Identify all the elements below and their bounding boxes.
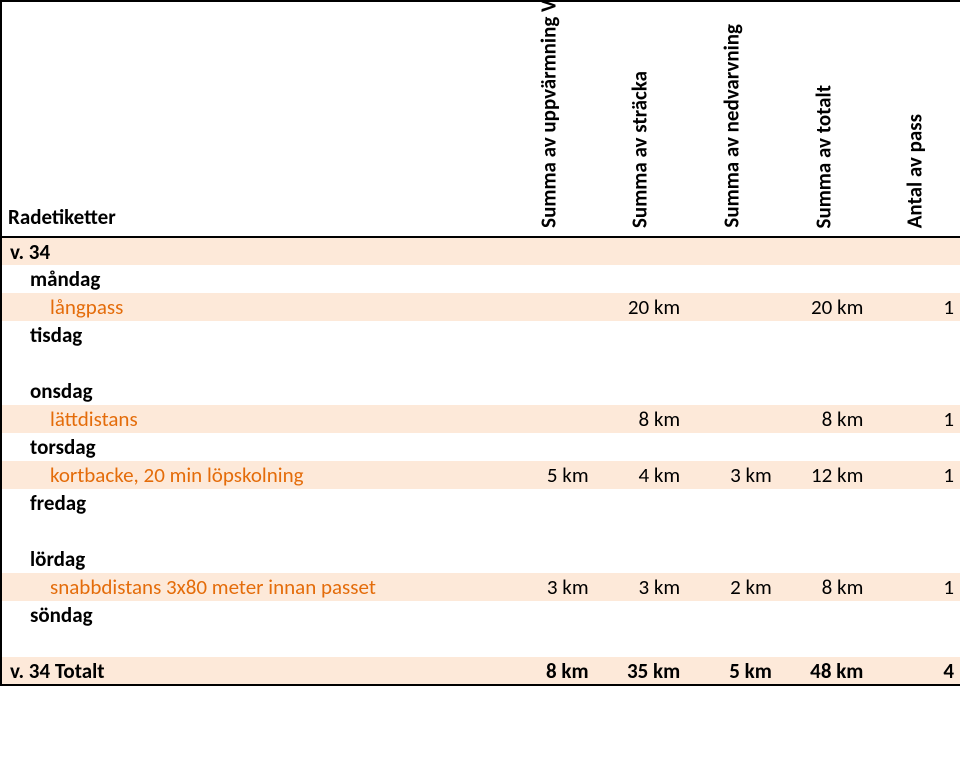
header-col-4: Summa av totalt xyxy=(778,1,870,237)
header-col-3: Summa av nedvarvning xyxy=(686,1,778,237)
cell-mon-item-c4: 20 km xyxy=(778,293,870,321)
cell-thu-item-c2: 4 km xyxy=(595,461,687,489)
cell-wed-item-c1 xyxy=(503,405,595,433)
row-wed-item: lättdistans 8 km 8 km 1 xyxy=(1,405,960,433)
cell-total-c5: 4 xyxy=(869,657,960,685)
row-wed: onsdag xyxy=(1,377,960,405)
header-rowlabel: Radetiketter xyxy=(8,204,116,230)
row-tue: tisdag xyxy=(1,321,960,349)
row-sat-item: snabbdistans 3x80 meter innan passet 3 k… xyxy=(1,573,960,601)
cell-wed-label: onsdag xyxy=(1,377,503,405)
cell-total-c4: 48 km xyxy=(778,657,870,685)
cell-mon-item-c5: 1 xyxy=(869,293,960,321)
header-col-3-label: Summa av nedvarvning xyxy=(721,24,742,228)
cell-wed-item-c2: 8 km xyxy=(595,405,687,433)
cell-mon-item-c3 xyxy=(686,293,778,321)
cell-sat-item-label: snabbdistans 3x80 meter innan passet xyxy=(1,573,503,601)
cell-thu-item-c4: 12 km xyxy=(778,461,870,489)
row-mon: måndag xyxy=(1,265,960,293)
cell-sat-item-c2: 3 km xyxy=(595,573,687,601)
header-col-1-label: Summa av uppvärmning Värden xyxy=(538,0,559,228)
header-col-2: Summa av sträcka xyxy=(595,1,687,237)
header-col-5-label: Antal av pass xyxy=(904,114,925,228)
cell-sun-label: söndag xyxy=(1,601,503,629)
cell-sat-item-c5: 1 xyxy=(869,573,960,601)
row-thu-item: kortbacke, 20 min löpskolning 5 km 4 km … xyxy=(1,461,960,489)
header-col-2-label: Summa av sträcka xyxy=(630,71,651,228)
pivot-table-page: Radetiketter Summa av uppvärmning Värden… xyxy=(0,0,960,759)
cell-thu-item-c3: 3 km xyxy=(686,461,778,489)
cell-sat-item-c3: 2 km xyxy=(686,573,778,601)
cell-sat-label: lördag xyxy=(1,545,503,573)
row-fri: fredag xyxy=(1,489,960,517)
cell-thu-item-c1: 5 km xyxy=(503,461,595,489)
row-sat: lördag xyxy=(1,545,960,573)
header-rowlabel-cell: Radetiketter xyxy=(1,1,503,237)
spacer-3 xyxy=(1,629,960,657)
cell-total-c1: 8 km xyxy=(503,657,595,685)
pivot-table: Radetiketter Summa av uppvärmning Värden… xyxy=(0,0,960,686)
header-row: Radetiketter Summa av uppvärmning Värden… xyxy=(1,1,960,237)
row-week: v. 34 xyxy=(1,237,960,265)
cell-week-label: v. 34 xyxy=(1,237,503,265)
header-col-4-label: Summa av totalt xyxy=(813,85,834,228)
cell-wed-item-c5: 1 xyxy=(869,405,960,433)
row-total: v. 34 Totalt 8 km 35 km 5 km 48 km 4 xyxy=(1,657,960,685)
cell-total-label: v. 34 Totalt xyxy=(1,657,503,685)
cell-total-c3: 5 km xyxy=(686,657,778,685)
spacer-2 xyxy=(1,517,960,545)
cell-mon-item-label: långpass xyxy=(1,293,503,321)
cell-fri-label: fredag xyxy=(1,489,503,517)
cell-sat-item-c4: 8 km xyxy=(778,573,870,601)
header-col-1: Summa av uppvärmning Värden xyxy=(503,1,595,237)
cell-mon-item-c1 xyxy=(503,293,595,321)
spacer-1 xyxy=(1,349,960,377)
cell-tue-label: tisdag xyxy=(1,321,503,349)
row-sun: söndag xyxy=(1,601,960,629)
cell-wed-item-label: lättdistans xyxy=(1,405,503,433)
cell-sat-item-c1: 3 km xyxy=(503,573,595,601)
cell-total-c2: 35 km xyxy=(595,657,687,685)
cell-wed-item-c3 xyxy=(686,405,778,433)
header-col-5: Antal av pass xyxy=(869,1,960,237)
row-thu: torsdag xyxy=(1,433,960,461)
cell-thu-item-c5: 1 xyxy=(869,461,960,489)
cell-thu-label: torsdag xyxy=(1,433,503,461)
row-mon-item: långpass 20 km 20 km 1 xyxy=(1,293,960,321)
cell-mon-item-c2: 20 km xyxy=(595,293,687,321)
cell-wed-item-c4: 8 km xyxy=(778,405,870,433)
cell-thu-item-label: kortbacke, 20 min löpskolning xyxy=(1,461,503,489)
cell-mon-label: måndag xyxy=(1,265,503,293)
